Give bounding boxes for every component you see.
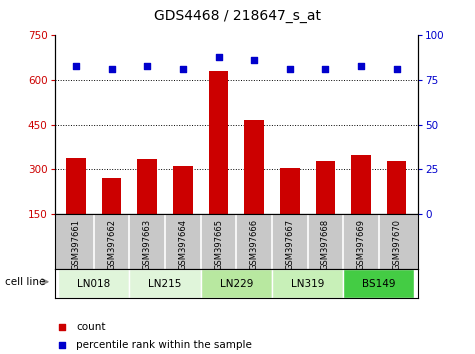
Text: GSM397670: GSM397670	[392, 218, 401, 269]
Text: BS149: BS149	[362, 279, 396, 289]
Point	[179, 67, 187, 72]
Bar	[58, 269, 129, 298]
Point	[72, 63, 80, 69]
Bar	[129, 269, 200, 298]
Point	[143, 63, 151, 69]
Text: GSM397669: GSM397669	[357, 218, 365, 269]
Text: GSM397665: GSM397665	[214, 218, 223, 269]
Point	[58, 324, 66, 330]
Text: GDS4468 / 218647_s_at: GDS4468 / 218647_s_at	[154, 9, 321, 23]
Bar	[351, 155, 371, 214]
Point	[108, 67, 115, 72]
Text: GSM397666: GSM397666	[250, 218, 258, 270]
Text: LN215: LN215	[148, 279, 182, 289]
Bar	[137, 159, 157, 214]
Text: GSM397668: GSM397668	[321, 218, 330, 270]
Point	[58, 342, 66, 348]
Bar	[209, 71, 228, 214]
Text: GSM397664: GSM397664	[179, 218, 187, 269]
Text: GSM397662: GSM397662	[107, 218, 116, 269]
Bar	[244, 120, 264, 214]
Point	[357, 63, 365, 69]
Text: GSM397661: GSM397661	[72, 218, 80, 269]
Point	[250, 58, 258, 63]
Bar	[201, 269, 272, 298]
Point	[286, 67, 294, 72]
Text: LN319: LN319	[291, 279, 324, 289]
Text: LN229: LN229	[219, 279, 253, 289]
Text: GSM397667: GSM397667	[285, 218, 294, 270]
Bar	[343, 269, 414, 298]
Text: LN018: LN018	[77, 279, 110, 289]
Bar	[315, 160, 335, 214]
Point	[393, 67, 400, 72]
Bar	[102, 178, 122, 214]
Point	[215, 54, 222, 60]
Text: cell line: cell line	[5, 277, 45, 287]
Point	[322, 67, 329, 72]
Bar	[66, 158, 86, 214]
Bar	[387, 160, 407, 214]
Bar	[280, 168, 300, 214]
Bar	[173, 166, 193, 214]
Text: percentile rank within the sample: percentile rank within the sample	[76, 340, 252, 350]
Bar	[272, 269, 343, 298]
Text: count: count	[76, 322, 106, 332]
Text: GSM397663: GSM397663	[143, 218, 152, 270]
